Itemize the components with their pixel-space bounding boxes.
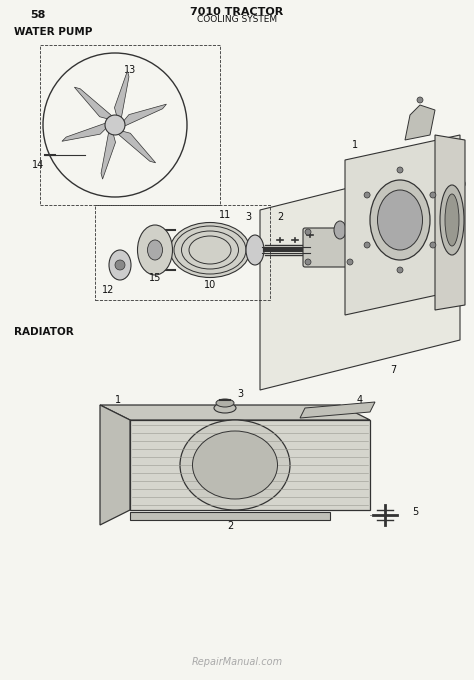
Text: 2: 2 bbox=[277, 212, 283, 222]
Ellipse shape bbox=[214, 403, 236, 413]
Text: 9: 9 bbox=[459, 180, 465, 190]
Ellipse shape bbox=[377, 190, 422, 250]
Ellipse shape bbox=[180, 420, 290, 510]
Ellipse shape bbox=[216, 399, 234, 407]
Circle shape bbox=[305, 229, 311, 235]
Polygon shape bbox=[62, 120, 114, 141]
Ellipse shape bbox=[170, 222, 250, 277]
FancyBboxPatch shape bbox=[303, 228, 357, 267]
Ellipse shape bbox=[370, 180, 430, 260]
Text: 7010 TRACTOR: 7010 TRACTOR bbox=[191, 7, 283, 17]
Polygon shape bbox=[115, 71, 129, 127]
Polygon shape bbox=[130, 512, 330, 520]
Text: 11: 11 bbox=[219, 210, 231, 220]
Text: COOLING SYSTEM: COOLING SYSTEM bbox=[197, 16, 277, 24]
Polygon shape bbox=[116, 104, 166, 130]
Polygon shape bbox=[74, 87, 119, 122]
Text: 14: 14 bbox=[32, 160, 44, 170]
Text: 4: 4 bbox=[357, 395, 363, 405]
Text: 8: 8 bbox=[447, 205, 453, 215]
Polygon shape bbox=[100, 405, 130, 525]
Text: 6: 6 bbox=[352, 180, 358, 190]
Text: 2: 2 bbox=[227, 521, 233, 531]
Text: 5: 5 bbox=[412, 165, 418, 175]
Polygon shape bbox=[130, 420, 370, 510]
Polygon shape bbox=[300, 402, 375, 418]
Polygon shape bbox=[100, 405, 370, 420]
Circle shape bbox=[430, 242, 436, 248]
Polygon shape bbox=[435, 135, 465, 310]
Text: 4: 4 bbox=[362, 197, 368, 207]
Text: 58: 58 bbox=[30, 10, 46, 20]
Ellipse shape bbox=[147, 240, 163, 260]
Text: 13: 13 bbox=[124, 65, 136, 75]
Circle shape bbox=[430, 192, 436, 198]
Polygon shape bbox=[260, 160, 460, 390]
Circle shape bbox=[364, 242, 370, 248]
Text: 15: 15 bbox=[149, 273, 161, 283]
Circle shape bbox=[417, 97, 423, 103]
Text: 6: 6 bbox=[232, 497, 238, 507]
Ellipse shape bbox=[137, 225, 173, 275]
Text: WATER PUMP: WATER PUMP bbox=[14, 27, 92, 37]
Circle shape bbox=[397, 267, 403, 273]
Text: 7: 7 bbox=[390, 365, 396, 375]
Polygon shape bbox=[111, 128, 155, 163]
Ellipse shape bbox=[445, 194, 459, 246]
Text: 3: 3 bbox=[237, 389, 243, 399]
Ellipse shape bbox=[334, 221, 346, 239]
Text: RADIATOR: RADIATOR bbox=[14, 327, 74, 337]
Polygon shape bbox=[405, 105, 435, 140]
Ellipse shape bbox=[192, 431, 277, 499]
Text: 3: 3 bbox=[245, 212, 251, 222]
Polygon shape bbox=[345, 135, 460, 315]
Text: 1: 1 bbox=[115, 395, 121, 405]
Text: 10: 10 bbox=[204, 280, 216, 290]
Circle shape bbox=[397, 167, 403, 173]
Circle shape bbox=[115, 260, 125, 270]
Ellipse shape bbox=[440, 185, 464, 255]
Text: 5: 5 bbox=[412, 507, 418, 517]
Circle shape bbox=[305, 259, 311, 265]
Text: 1: 1 bbox=[352, 140, 358, 150]
Circle shape bbox=[105, 115, 125, 135]
Text: RepairManual.com: RepairManual.com bbox=[191, 657, 283, 667]
Ellipse shape bbox=[109, 250, 131, 280]
Text: 12: 12 bbox=[102, 285, 114, 295]
Polygon shape bbox=[101, 123, 116, 179]
Circle shape bbox=[347, 259, 353, 265]
Ellipse shape bbox=[246, 235, 264, 265]
Circle shape bbox=[364, 192, 370, 198]
